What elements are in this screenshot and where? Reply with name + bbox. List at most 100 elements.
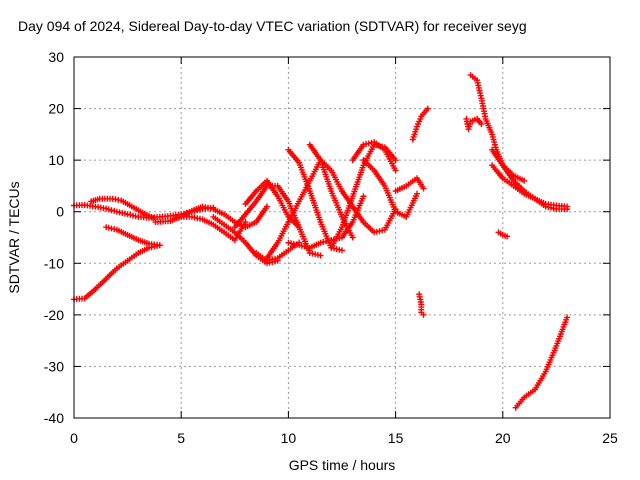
data-point-run [510,172,526,183]
data-point-run [253,184,269,205]
y-tick-label: -40 [44,410,64,426]
data-point-run [81,287,97,302]
data-point-run [392,184,408,195]
data-point-run [381,146,398,172]
plot-frame [73,56,611,419]
data-point-run [306,240,322,251]
data-point [339,247,345,254]
data-point-run [542,345,559,375]
data-series [71,72,571,411]
series-arc-25 [489,146,571,213]
data-point-run [231,213,247,231]
axis-ticks: 0 5 10 15 20 25 -40 -30 -20 -10 0 10 20 30 [44,49,618,446]
data-point-run [521,188,536,201]
data-point-run [495,229,504,237]
data-point-run [253,205,269,225]
data-point-run [124,231,140,242]
series-arc-16 [349,139,399,174]
data-point-run [139,209,155,220]
data-point-run [349,143,366,164]
data-point-run [489,162,500,175]
data-point [424,105,431,112]
data-point-run [253,179,269,195]
data-point-run [231,229,247,244]
data-point-run [253,250,268,263]
data-point-run [221,211,236,224]
series-arc-02 [88,195,157,221]
data-point-run [467,116,478,125]
data-point-run [113,226,129,237]
data-point [420,311,427,318]
x-tick-label: 15 [388,430,404,446]
chart-title: Day 094 of 2024, Sidereal Day-to-day VTE… [18,18,527,34]
y-tick-label: -20 [44,307,64,323]
data-point-run [306,141,323,162]
data-point-run [532,370,548,393]
data-point-run [103,267,119,282]
data-point-run [418,107,430,120]
series-arc-24 [489,162,571,210]
data-point-run [495,170,505,180]
data-point-run [371,167,387,187]
series-arc-18 [360,157,421,220]
data-point-run [113,259,129,272]
data-point-run [489,146,505,167]
data-point [296,224,303,231]
data-point-run [135,245,150,256]
x-tick-label: 10 [281,430,297,446]
data-point [156,242,163,249]
series-arc-14 [306,141,356,241]
data-point-run [349,164,366,200]
data-point-run [306,188,323,223]
data-point-run [103,224,118,233]
data-point-run [360,219,376,234]
data-point-run [403,193,419,220]
data-point-run [188,204,204,214]
data-point-run [532,195,547,208]
data-point-run [403,176,418,189]
data-point [504,233,511,240]
data-point [564,206,571,213]
data-point-run [242,189,258,207]
data-point-run [178,208,193,220]
data-point-run [499,231,508,239]
data-point-run [274,221,291,246]
series-arc-09 [242,177,303,231]
data-point-run [418,301,425,313]
data-point-run [474,77,484,99]
data-point-run [349,203,366,224]
data-point [242,219,249,226]
series-arc-19 [392,175,427,195]
series-arc-23 [467,72,528,184]
series-arc-03 [71,242,163,303]
data-point-run [92,203,107,212]
data-point-run [118,197,133,209]
data-point-run [264,177,280,198]
data-point-run [113,208,128,217]
series-arc-05 [152,213,249,244]
data-point-run [339,188,355,208]
series-arc-26 [495,229,511,240]
data-point-run [221,221,236,234]
series-arc-22 [463,115,485,133]
series-arc-27 [512,314,571,411]
data-point-run [416,291,424,305]
data-point-run [414,175,426,190]
data-point [392,157,399,164]
data-point [521,177,528,184]
data-point [349,234,356,241]
data-point-run [210,206,225,217]
data-point [414,190,421,197]
y-tick-label: -30 [44,358,64,374]
data-point-run [92,277,108,293]
data-point [360,193,367,200]
data-point [420,185,427,192]
y-tick-label: 10 [48,152,64,168]
y-tick-label: -10 [44,255,64,271]
data-point-run [188,213,203,222]
data-point-run [414,115,424,130]
data-point-run [360,157,376,172]
data-point-run [465,121,473,133]
data-point-run [499,162,516,182]
data-point-run [474,115,483,126]
